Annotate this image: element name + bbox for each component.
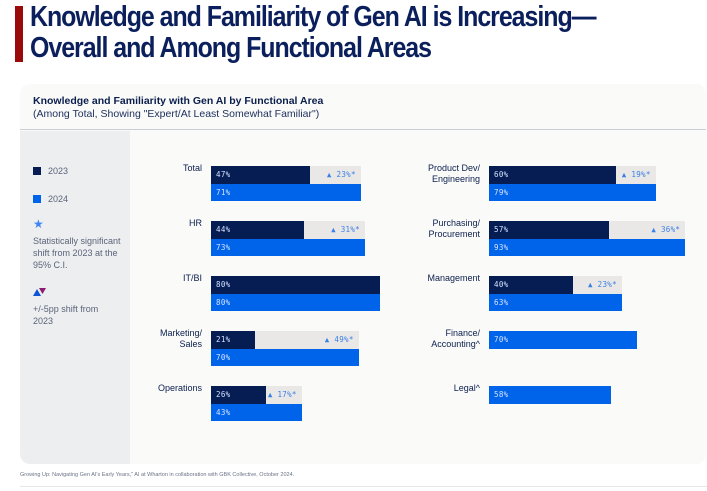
- page-title: Knowledge and Familiarity of Gen AI is I…: [30, 2, 606, 64]
- footer-divider: [20, 486, 707, 487]
- star-icon: ★: [33, 217, 44, 231]
- page-title-line-2: Overall and Among Functional Areas: [30, 32, 432, 64]
- value-label-2024-operations: 43%: [216, 407, 231, 417]
- shift-label-product-dev-engineering: ▲ 19%*: [621, 170, 651, 179]
- bar-2024-product-dev-engineering: [489, 183, 656, 201]
- chart-subtitle: (Among Total, Showing "Expert/At Least S…: [33, 108, 320, 120]
- shift-note: +/-5pp shift from 2023: [33, 304, 99, 326]
- bar-2023-total: [211, 166, 311, 184]
- value-label-2023-purchasing-procurement: 57%: [494, 225, 509, 234]
- chart-header: Knowledge and Familiarity with Gen AI by…: [20, 84, 706, 130]
- bar-2024-marketing-sales: [211, 348, 359, 366]
- bar-2023-purchasing-procurement: [489, 221, 610, 239]
- bar-2024-it-bi: [211, 293, 380, 311]
- category-label-it-bi: IT/BI: [182, 273, 202, 283]
- category-label-operations: Operations: [157, 383, 202, 393]
- shift-label-management: ▲ 23%*: [588, 280, 617, 289]
- shift-label-operations: ▲ 17%*: [267, 390, 297, 399]
- legend-swatch-2024: [33, 195, 41, 203]
- value-label-2024-finance-accounting: 70%: [494, 335, 509, 344]
- value-label-2023-management: 40%: [494, 280, 509, 289]
- legend-panel: 2023 2024 ★ Statistically significant sh…: [20, 131, 130, 464]
- legend-label-2023: 2023: [48, 166, 69, 176]
- chart-title: Knowledge and Familiarity with Gen AI by…: [33, 95, 324, 107]
- category-label-purchasing-procurement: Purchasing/Procurement: [428, 218, 480, 239]
- legend-swatch-2023: [33, 167, 41, 175]
- legend-item-2024: 2024: [33, 194, 68, 204]
- page-title-line-1: Knowledge and Familiarity of Gen AI is I…: [30, 1, 597, 33]
- title-accent-bar: [15, 6, 23, 62]
- bar-2024-purchasing-procurement: [489, 238, 686, 256]
- category-label-hr: HR: [189, 218, 202, 228]
- value-label-2023-it-bi: 80%: [216, 280, 231, 289]
- bar-2023-marketing-sales: [211, 331, 256, 349]
- category-label-total: Total: [182, 163, 202, 173]
- value-label-2023-product-dev-engineering: 60%: [494, 170, 509, 179]
- value-label-2024-product-dev-engineering: 79%: [494, 187, 509, 197]
- value-label-2024-marketing-sales: 70%: [216, 352, 231, 362]
- shift-label-marketing-sales: ▲ 49%*: [324, 335, 354, 344]
- bar-2023-product-dev-engineering: [489, 166, 616, 184]
- bar-2024-total: [211, 183, 361, 201]
- value-label-2023-operations: 26%: [216, 390, 231, 399]
- bar-2024-legal: [489, 386, 612, 404]
- bar-2023-management: [489, 276, 574, 294]
- shift-label-hr: ▲ 31%*: [331, 225, 361, 234]
- significance-note: Statistically significant shift from 202…: [33, 236, 121, 270]
- bar-2023-it-bi: [211, 276, 380, 294]
- value-label-2024-legal: 58%: [494, 390, 509, 399]
- bar-2024-hr: [211, 238, 366, 256]
- value-label-2024-hr: 73%: [216, 242, 231, 252]
- value-label-2023-marketing-sales: 21%: [216, 335, 231, 344]
- value-label-2023-total: 47%: [216, 170, 231, 179]
- legend-item-2023: 2023: [33, 166, 68, 176]
- value-label-2024-management: 63%: [494, 297, 509, 307]
- value-label-2024-it-bi: 80%: [216, 297, 231, 307]
- category-label-marketing-sales: Marketing/Sales: [159, 328, 202, 349]
- bar-2024-operations: [211, 403, 302, 421]
- category-label-product-dev-engineering: Product Dev/Engineering: [427, 163, 480, 184]
- category-label-finance-accounting: Finance/Accounting^: [431, 328, 480, 349]
- category-label-management: Management: [427, 273, 480, 283]
- category-label-legal: Legal^: [453, 383, 480, 393]
- value-label-2024-purchasing-procurement: 93%: [494, 242, 509, 252]
- source-footnote: Growing Up: Navigating Gen AI's Early Ye…: [20, 472, 295, 478]
- bar-2024-management: [489, 293, 622, 311]
- shift-label-total: ▲ 23%*: [326, 170, 356, 179]
- shift-label-purchasing-procurement: ▲ 36%*: [651, 225, 681, 234]
- legend-label-2024: 2024: [48, 194, 69, 204]
- bar-2023-hr: [211, 221, 304, 239]
- bar-2024-finance-accounting: [489, 331, 637, 349]
- up-down-triangle-icon: [33, 288, 46, 296]
- value-label-2023-hr: 44%: [216, 225, 231, 234]
- bar-2023-operations: [211, 386, 266, 404]
- value-label-2024-total: 71%: [216, 187, 231, 197]
